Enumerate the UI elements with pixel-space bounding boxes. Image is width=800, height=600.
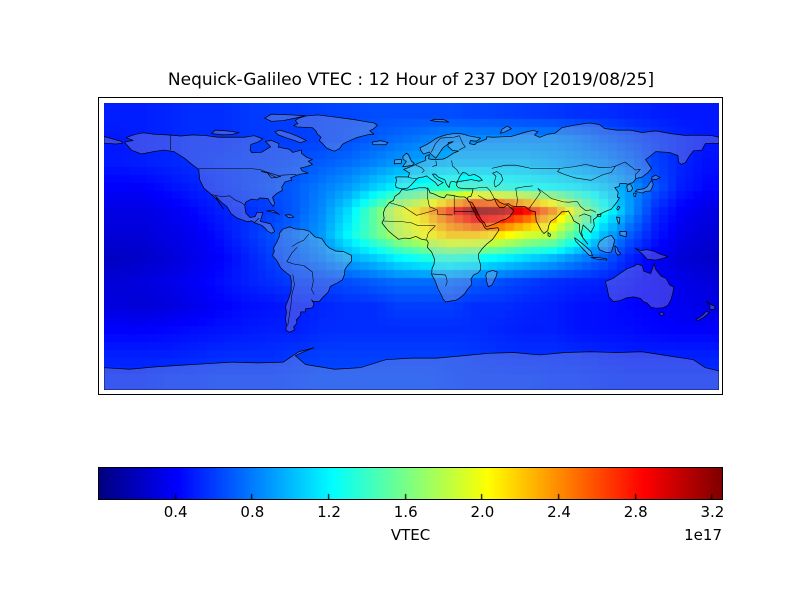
country-border bbox=[211, 195, 244, 206]
land-polygon bbox=[125, 133, 313, 233]
land-polygon bbox=[635, 180, 653, 193]
land-polygon bbox=[104, 348, 719, 390]
country-border bbox=[383, 221, 435, 226]
country-border bbox=[452, 160, 460, 174]
land-polygon bbox=[403, 153, 415, 167]
country-border bbox=[459, 136, 465, 150]
land-polygon bbox=[382, 188, 499, 302]
land-polygon bbox=[372, 141, 388, 145]
land-polygon bbox=[620, 231, 627, 237]
country-border bbox=[292, 234, 309, 247]
country-border bbox=[538, 188, 577, 202]
colorbar-tick-label: 0.4 bbox=[163, 503, 188, 521]
colorbar-tick-label: 2.4 bbox=[547, 503, 571, 521]
colorbar-offset-label: 1e17 bbox=[684, 526, 722, 544]
land-polygon bbox=[615, 246, 621, 256]
country-border bbox=[492, 165, 560, 168]
land-polygon bbox=[104, 136, 123, 143]
land-polygon bbox=[285, 215, 294, 218]
land-polygon bbox=[500, 126, 511, 133]
country-border bbox=[408, 177, 416, 178]
colorbar-axis-label: VTEC bbox=[390, 526, 431, 544]
land-polygon bbox=[635, 248, 667, 260]
land-polygon bbox=[597, 215, 601, 217]
country-border bbox=[199, 168, 296, 177]
colorbar-tick-label: 1.2 bbox=[317, 503, 341, 521]
land-polygon bbox=[591, 257, 607, 260]
land-polygon bbox=[707, 302, 716, 310]
country-border bbox=[529, 188, 540, 208]
colorbar-tick-label: 3.2 bbox=[700, 503, 725, 521]
country-border bbox=[577, 201, 596, 212]
country-border bbox=[560, 164, 616, 168]
colorbar-tick-label: 1.6 bbox=[393, 503, 418, 521]
land-polygon bbox=[267, 210, 280, 214]
colorbar-tick-label: 0.8 bbox=[240, 503, 265, 521]
land-polygon bbox=[598, 235, 615, 252]
land-polygon bbox=[617, 217, 620, 224]
land-polygon bbox=[575, 238, 593, 256]
coastlines-overlay bbox=[104, 103, 719, 390]
country-border bbox=[427, 226, 436, 240]
land-polygon bbox=[634, 193, 637, 197]
country-border bbox=[478, 195, 494, 200]
country-border bbox=[287, 247, 314, 294]
lake-outline bbox=[493, 172, 503, 187]
land-polygon bbox=[212, 130, 239, 135]
land-polygon bbox=[486, 270, 497, 286]
country-border bbox=[416, 165, 425, 173]
land-polygon bbox=[265, 114, 306, 121]
land-polygon bbox=[548, 232, 551, 236]
country-border bbox=[428, 188, 453, 215]
land-polygon bbox=[294, 115, 378, 151]
colorbar bbox=[98, 467, 723, 500]
land-polygon bbox=[696, 311, 709, 321]
country-border bbox=[432, 161, 436, 167]
plot-title: Nequick-Galileo VTEC : 12 Hour of 237 DO… bbox=[167, 70, 655, 90]
country-border bbox=[432, 274, 447, 286]
country-border bbox=[616, 162, 641, 178]
country-border bbox=[473, 187, 487, 189]
land-polygon bbox=[275, 130, 307, 143]
land-polygon bbox=[394, 159, 401, 163]
colorbar-tick-label: 2.8 bbox=[623, 503, 648, 521]
country-border bbox=[487, 187, 495, 198]
country-border bbox=[579, 214, 591, 224]
country-border bbox=[431, 136, 459, 153]
country-border bbox=[558, 166, 616, 180]
colorbar-tick-label: 2.0 bbox=[470, 503, 495, 521]
country-border bbox=[254, 218, 259, 223]
country-border bbox=[288, 274, 295, 326]
land-polygon bbox=[430, 119, 449, 122]
vtec-heatmap-canvas bbox=[104, 103, 719, 390]
land-polygon bbox=[605, 264, 673, 308]
colorbar-canvas bbox=[99, 468, 722, 499]
land-polygon bbox=[617, 206, 620, 210]
land-polygon bbox=[651, 175, 660, 179]
country-border bbox=[389, 203, 435, 216]
land-polygon bbox=[396, 123, 719, 244]
land-polygon bbox=[659, 312, 664, 316]
land-polygon bbox=[273, 227, 352, 332]
country-border bbox=[516, 186, 533, 207]
